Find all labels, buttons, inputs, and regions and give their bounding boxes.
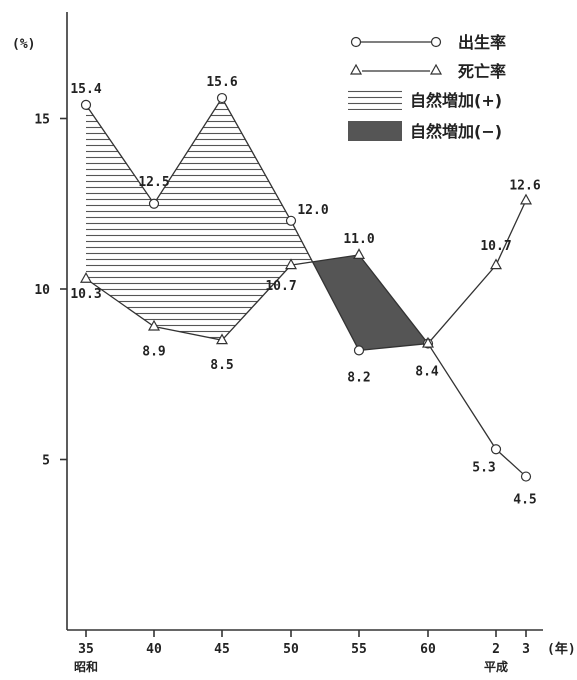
birth-rate-point bbox=[353, 345, 365, 356]
series-line-death-rate bbox=[85, 200, 527, 345]
birth-rate-label: 15.6 bbox=[206, 75, 237, 90]
y-tick-label: 10 bbox=[34, 283, 50, 298]
data-labels: 15.4 12.5 15.6 12.0 8.2 8.4 5.3 4.5 10.3 8.9 8.5 10… bbox=[70, 75, 540, 508]
birth-rate-label: 12.0 bbox=[297, 203, 328, 218]
death-rate-label: 10.3 bbox=[70, 287, 101, 302]
birth-rate-point bbox=[520, 471, 532, 482]
x-era-label: 平成 bbox=[484, 659, 508, 674]
death-rate-point bbox=[421, 336, 435, 348]
series-lines bbox=[85, 96, 527, 478]
x-axis-unit: (年) bbox=[547, 641, 576, 657]
x-tick-label: 60 bbox=[420, 642, 436, 657]
x-tick-label: 45 bbox=[214, 642, 230, 657]
legend-death-label: 死亡率 bbox=[458, 62, 506, 81]
birth-rate-label: 8.2 bbox=[347, 370, 370, 385]
death-rate-label: 8.5 bbox=[210, 358, 233, 373]
x-tick-label: 2 bbox=[492, 642, 500, 657]
x-era-label: 昭和 bbox=[74, 659, 98, 674]
birth-rate-point bbox=[148, 198, 160, 209]
death-rate-point bbox=[352, 248, 366, 259]
series-line-birth-rate bbox=[85, 96, 527, 478]
legend-negative-label: 自然増加(−) bbox=[410, 122, 502, 141]
legend-birth-marker-right bbox=[430, 36, 442, 48]
y-tick-label: 5 bbox=[42, 454, 50, 469]
series-markers bbox=[79, 92, 533, 482]
axis-ticks: 5 10 15 35 40 45 50 55 60 2 3 昭和 平成 bbox=[34, 113, 530, 675]
legend-positive-swatch bbox=[348, 90, 402, 110]
death-rate-point bbox=[147, 319, 161, 331]
legend-negative-swatch bbox=[348, 121, 402, 141]
x-tick-label: 40 bbox=[146, 642, 162, 657]
birth-rate-label: 12.5 bbox=[138, 175, 169, 190]
legend-positive-label: 自然増加(+) bbox=[410, 91, 502, 110]
legend-death-marker-left bbox=[349, 63, 363, 75]
x-tick-label: 55 bbox=[351, 642, 367, 657]
birth-rate-point bbox=[216, 92, 228, 104]
birth-rate-label: 4.5 bbox=[513, 493, 536, 508]
death-rate-point bbox=[79, 272, 93, 283]
death-rate-label: 11.0 bbox=[343, 232, 374, 247]
death-rate-point bbox=[489, 258, 503, 270]
legend-death-marker-right bbox=[429, 63, 443, 75]
birth-rate-point bbox=[80, 99, 92, 110]
birth-rate-label: 15.4 bbox=[70, 82, 101, 97]
death-rate-label: 12.6 bbox=[509, 178, 540, 193]
birth-rate-point bbox=[285, 215, 297, 226]
legend-birth-label: 出生率 bbox=[458, 33, 506, 52]
x-tick-label: 35 bbox=[78, 642, 94, 657]
birth-rate-point bbox=[490, 444, 502, 455]
death-rate-point bbox=[519, 193, 533, 205]
legend-birth-marker-left bbox=[350, 36, 362, 48]
death-rate-label: 8.9 bbox=[142, 345, 165, 360]
death-rate-label: 10.7 bbox=[265, 279, 296, 294]
birth-rate-label: 5.3 bbox=[472, 460, 495, 475]
y-axis-unit: (%) bbox=[12, 37, 35, 52]
legend: 出生率 死亡率 自然増加(+) 自然増加(−) bbox=[348, 33, 506, 141]
death-rate-label: 10.7 bbox=[480, 239, 511, 254]
area-natural-increase-negative bbox=[312, 254, 428, 351]
death-rate-point bbox=[284, 258, 298, 270]
x-tick-label: 50 bbox=[283, 642, 299, 657]
death-rate-point bbox=[215, 333, 229, 345]
x-tick-label: 3 bbox=[522, 642, 530, 657]
y-tick-label: 15 bbox=[34, 113, 50, 128]
birth-rate-label: 8.4 bbox=[415, 365, 439, 380]
